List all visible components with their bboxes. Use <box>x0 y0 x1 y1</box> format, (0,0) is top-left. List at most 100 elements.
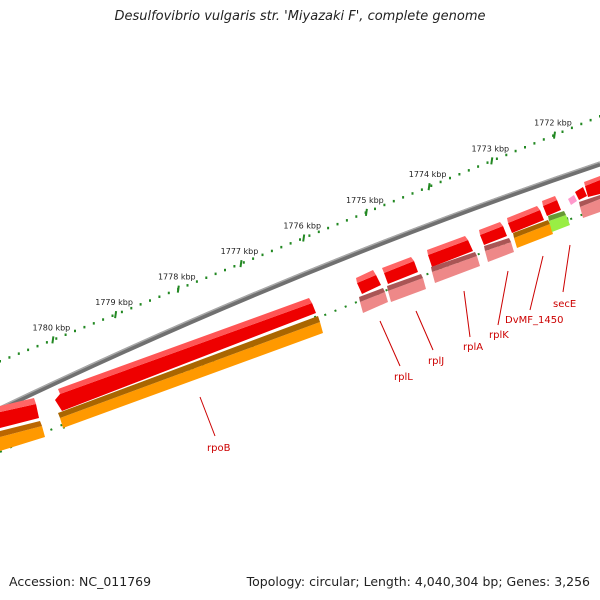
dvmf1450-leader <box>529 255 544 311</box>
rpll-leader <box>379 320 401 367</box>
ruler-minor-tick <box>289 242 292 245</box>
rplj-leader <box>415 310 434 351</box>
sece-green <box>549 215 570 232</box>
rpla-light-shade <box>431 252 477 272</box>
ruler-minor-tick <box>270 249 273 253</box>
rplk-light <box>485 242 514 262</box>
cds-feature <box>0 404 39 428</box>
rpob-orange-shade <box>58 316 320 418</box>
sece-leader <box>562 244 571 293</box>
rplj-light-shade <box>387 274 423 291</box>
dvmf1450-cds <box>508 210 544 233</box>
ruler-minor-tick <box>336 222 339 226</box>
rpll-cds <box>357 275 381 294</box>
rna-feature <box>568 195 577 205</box>
ruler-minor-tick <box>477 165 480 168</box>
cds-feature <box>585 180 600 197</box>
ruler-minor-tick <box>392 199 395 203</box>
cds-feature-shade <box>0 398 36 412</box>
gene-label-rplj: rplJ <box>428 356 444 367</box>
ruler-minor-tick <box>383 203 386 207</box>
ruler-minor-tick <box>167 291 170 295</box>
ruler-minor-tick <box>514 149 517 153</box>
light-feature <box>580 199 600 218</box>
ruler-label: 1778 kbp <box>158 273 196 282</box>
ruler-label: 1772 kbp <box>534 119 572 128</box>
map-title: Desulfovibrio vulgaris str. 'Miyazaki F'… <box>114 9 486 24</box>
rplk-light-shade <box>484 238 511 251</box>
ruler-minor-tick <box>205 276 208 279</box>
sece-green-shade <box>548 211 566 221</box>
ruler-minor-tick <box>430 184 433 187</box>
rplk-cds <box>480 226 507 245</box>
ruler-major-tick <box>364 208 368 217</box>
rpll-light-shade <box>359 288 385 302</box>
ruler-minor-tick <box>242 261 245 264</box>
ruler-minor-tick <box>17 352 20 355</box>
ruler-minor-tick <box>261 253 264 257</box>
ruler-label: 1777 kbp <box>221 247 259 256</box>
ruler-minor-tick <box>214 272 217 276</box>
ruler-minor-tick <box>533 142 536 145</box>
orange-feature-shade <box>0 421 42 437</box>
ruler-major-tick <box>239 259 243 268</box>
ruler-major-tick <box>302 234 306 242</box>
sece-cds <box>543 200 561 216</box>
light-feature-shade <box>579 195 600 207</box>
ruler-minor-tick <box>55 337 58 340</box>
ruler-minor-tick <box>495 157 498 160</box>
ruler-label: 1773 kbp <box>471 144 509 153</box>
gene-label-sece: secE <box>553 299 576 310</box>
rpla-light <box>432 256 480 283</box>
ruler-minor-tick <box>74 329 76 333</box>
ruler-minor-tick <box>570 126 573 130</box>
dvmf1450-orange-shade <box>513 220 550 238</box>
backbone-arc-highlight <box>0 161 600 408</box>
ruler-minor-tick <box>308 234 311 237</box>
ruler-minor-tick <box>64 333 67 336</box>
ruler-minor-tick <box>224 268 226 272</box>
ruler-minor-tick <box>467 169 470 172</box>
ruler-minor-tick <box>524 146 526 149</box>
ruler-minor-tick <box>280 245 283 249</box>
ruler-minor-tick <box>542 138 545 141</box>
ruler-minor-tick <box>355 215 358 218</box>
rpob-leader <box>199 396 216 437</box>
gene-labels: rpoB rplL rplJ rplA rplK DvMF_1450 secE <box>207 299 576 454</box>
rpla-cds-shade <box>427 236 468 255</box>
ruler-major-tick <box>427 183 431 191</box>
rpll-cds-shade <box>356 270 376 283</box>
ruler-minor-tick <box>111 314 114 317</box>
ruler-minor-tick <box>252 257 255 260</box>
rpob-cds <box>55 303 316 411</box>
orange-feature <box>0 426 45 451</box>
ruler-labels: 1772 kbp 1773 kbp 1774 kbp 1775 kbp 1776 kbp… <box>33 119 572 333</box>
rplj-light <box>388 278 426 302</box>
ruler-label: 1780 kbp <box>33 323 71 332</box>
ruler-minor-tick <box>420 188 423 191</box>
ruler-minor-tick <box>589 118 592 122</box>
ruler-label: 1775 kbp <box>346 196 384 205</box>
gene-label-rpll: rplL <box>394 372 413 383</box>
ruler-minor-tick <box>158 295 161 298</box>
accession-text: Accession: NC_011769 <box>9 574 152 589</box>
ruler-minor-tick <box>45 341 48 344</box>
ruler-major-tick <box>176 285 180 293</box>
sece-cds-shade <box>542 196 557 206</box>
gene-label-rpob: rpoB <box>207 443 231 454</box>
ruler-minor-tick <box>195 280 198 283</box>
feature-track <box>0 176 600 451</box>
ruler-minor-tick <box>83 325 86 329</box>
ruler-minor-tick <box>374 207 376 211</box>
ruler-minor-tick <box>552 134 555 137</box>
ruler-minor-tick <box>27 348 30 352</box>
ruler-major-tick <box>490 157 494 165</box>
ruler-minor-tick <box>186 284 189 287</box>
rpla-cds <box>428 240 473 267</box>
cds-feature <box>575 187 587 200</box>
ruler-minor-tick <box>120 310 123 314</box>
ruler-minor-tick <box>439 180 442 184</box>
ruler-minor-tick <box>102 318 105 321</box>
ruler-minor-tick <box>345 219 348 222</box>
